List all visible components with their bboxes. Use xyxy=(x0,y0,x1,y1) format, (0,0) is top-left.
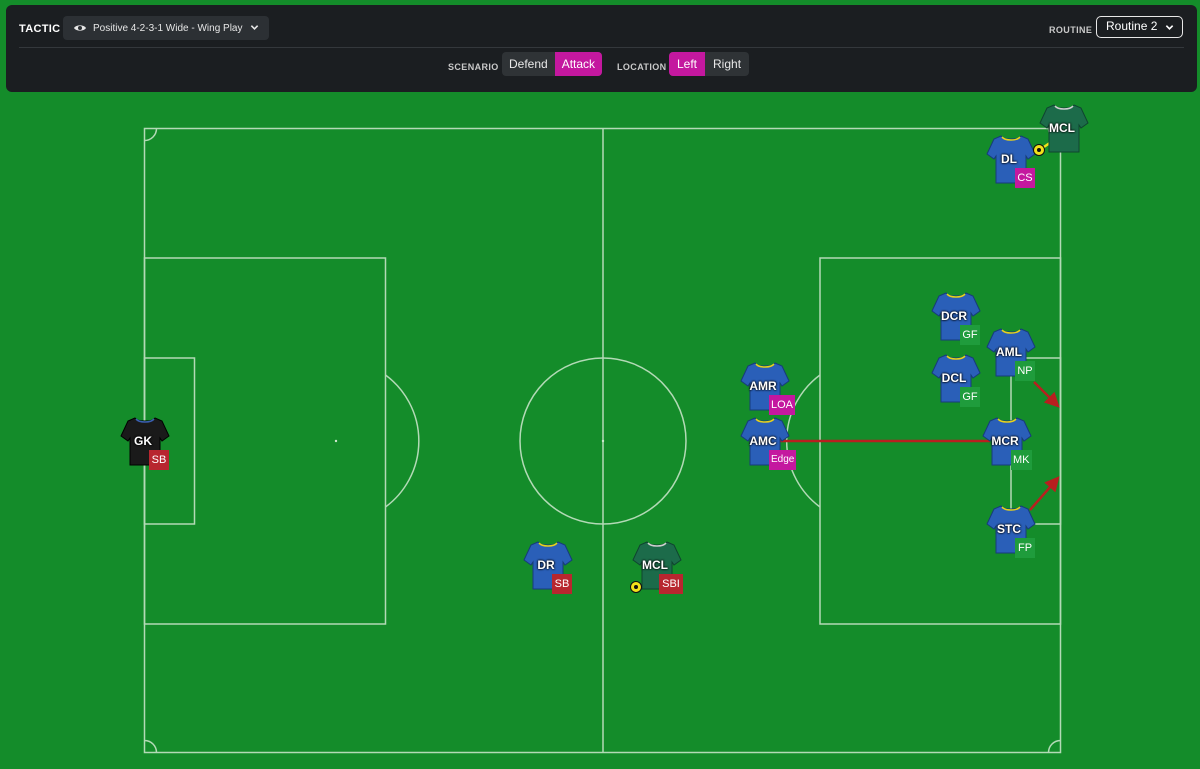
location-option-right[interactable]: Right xyxy=(713,57,742,71)
player-position: MCL xyxy=(642,558,668,572)
corner-arc xyxy=(144,128,158,142)
scenario-label: SCENARIO xyxy=(448,62,499,72)
player-role-badge: SB xyxy=(552,574,572,594)
eye-icon xyxy=(74,25,86,31)
player-position: DR xyxy=(537,558,555,572)
player-role-badge: Edge xyxy=(769,450,797,470)
location-option-left[interactable]: Left xyxy=(669,52,706,76)
tactic-toolbar: TACTIC Positive 4-2-3-1 Wide - Wing Play… xyxy=(6,5,1197,92)
player-position: AMR xyxy=(749,379,777,393)
player-gk[interactable]: GK SB xyxy=(113,414,177,474)
player-aml[interactable]: AML NP xyxy=(979,325,1043,385)
ball-icon xyxy=(630,581,642,593)
player-position: DL xyxy=(1001,152,1017,166)
player-position: MCL xyxy=(1049,121,1075,135)
scenario-option-defend[interactable]: Defend xyxy=(509,57,548,71)
tactic-label: TACTIC xyxy=(19,23,61,35)
player-role-badge: GF xyxy=(960,325,980,345)
player-role-badge: MK xyxy=(1011,450,1032,470)
corner-arc xyxy=(144,739,158,753)
left-penalty-spot xyxy=(334,439,338,443)
player-position: STC xyxy=(997,522,1021,536)
chevron-down-icon xyxy=(250,25,259,30)
player-position: AMC xyxy=(749,434,777,448)
player-amr[interactable]: AMR LOA xyxy=(733,359,797,419)
player-role-badge: FP xyxy=(1015,538,1035,558)
tactic-dropdown-value: Positive 4-2-3-1 Wide - Wing Play xyxy=(93,22,243,34)
left-penalty-area xyxy=(143,257,387,625)
player-stc[interactable]: STC FP xyxy=(979,502,1043,562)
location-toggle: Left Right xyxy=(669,52,750,76)
routine-dropdown[interactable]: Routine 2 xyxy=(1096,16,1183,38)
tactic-dropdown[interactable]: Positive 4-2-3-1 Wide - Wing Play xyxy=(63,16,269,40)
location-label: LOCATION xyxy=(617,62,667,72)
player-dl[interactable]: DL CS xyxy=(979,132,1043,192)
toolbar-divider xyxy=(19,47,1184,48)
player-dr[interactable]: DR SB xyxy=(516,538,580,598)
player-mcr[interactable]: MCR MK xyxy=(975,414,1039,474)
player-position: MCR xyxy=(991,434,1019,448)
player-dcr[interactable]: DCR GF xyxy=(924,289,988,349)
routine-dropdown-value: Routine 2 xyxy=(1106,19,1158,33)
movement-arrow xyxy=(1033,381,1060,408)
centre-spot xyxy=(601,439,605,443)
movement-arrow xyxy=(1029,476,1060,511)
player-mcl-opponent-top[interactable]: MCL xyxy=(1032,101,1096,161)
player-amc[interactable]: AMC Edge xyxy=(733,414,797,474)
shirt-icon xyxy=(1039,104,1089,153)
player-position: AML xyxy=(996,345,1022,359)
routine-label: ROUTINE xyxy=(1049,25,1093,35)
ball-icon xyxy=(1033,144,1045,156)
player-dcl[interactable]: DCL GF xyxy=(924,351,988,411)
scenario-option-attack[interactable]: Attack xyxy=(554,52,603,76)
player-role-badge: SBI xyxy=(659,574,683,594)
player-mcl-opponent-ball[interactable]: MCL SBI xyxy=(625,538,689,598)
player-role-badge: LOA xyxy=(769,395,796,415)
player-position: GK xyxy=(134,434,152,448)
player-position: DCL xyxy=(941,371,967,385)
player-role-badge: GF xyxy=(960,387,980,407)
player-position: DCR xyxy=(941,309,967,323)
player-role-badge: SB xyxy=(149,450,169,470)
player-role-badge: CS xyxy=(1015,168,1035,188)
left-penalty-arc xyxy=(385,374,420,508)
corner-arc xyxy=(1047,739,1061,753)
centre-circle xyxy=(519,357,687,525)
player-role-badge: NP xyxy=(1015,361,1035,381)
scenario-toggle: Defend Attack xyxy=(502,52,603,76)
chevron-down-icon xyxy=(1165,25,1174,30)
